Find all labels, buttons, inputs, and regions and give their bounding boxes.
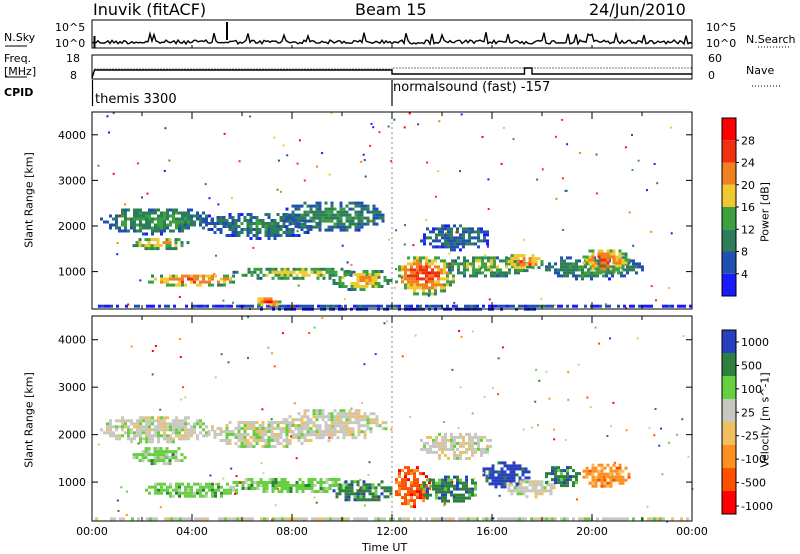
freq-tick-bottom: 8 (70, 69, 77, 82)
power-heatmap-cells (97, 112, 692, 311)
freq-label: Freq. (4, 52, 32, 65)
velocity-colorbar-tick-label: 100 (741, 383, 762, 396)
x-tick-label: 00:00 (676, 525, 708, 538)
freq-panel-frame (91, 54, 693, 80)
nsearch-tick-top: 10^5 (706, 21, 737, 34)
velocity-colorbar-tick-label: -25 (741, 430, 759, 443)
power-colorbar-band (722, 162, 736, 185)
y-tick-label: 1000 (58, 266, 86, 279)
station-title: Inuvik (fitACF) (93, 0, 207, 19)
power-colorbar-tick-label: 24 (741, 157, 755, 170)
velocity-colorbar-band (722, 353, 736, 376)
nave-label: Nave (746, 64, 775, 77)
power-colorbar-band (722, 273, 736, 296)
x-tick-label: 16:00 (476, 525, 508, 538)
nsky-label: N.Sky (4, 31, 36, 44)
velocity-heatmap-cells (95, 316, 694, 523)
velocity-colorbar-band (722, 491, 736, 514)
power-colorbar-band (722, 229, 736, 252)
nave-series (94, 67, 692, 70)
power-colorbar-band (722, 118, 736, 141)
nsky-tick-bottom: 10^0 (55, 37, 86, 50)
x-tick-label: 08:00 (276, 525, 308, 538)
time-axis-label: Time UT (362, 541, 408, 554)
y-tick-label: 2000 (58, 429, 86, 442)
y-tick-label: 1000 (58, 476, 86, 489)
cpid-label: CPID (4, 86, 34, 99)
x-tick-label: 00:00 (76, 525, 108, 538)
velocity-colorbar-tick-label: -100 (741, 453, 766, 466)
velocity-colorbar-band (722, 468, 736, 491)
freq-tick-top: 18 (66, 52, 80, 65)
nsky-series (91, 30, 693, 46)
y-tick-label: 4000 (58, 334, 86, 347)
velocity-colorbar-band (722, 399, 736, 422)
power-colorbar-tick-label: 28 (741, 134, 755, 147)
velocity-colorbar-tick-label: -500 (741, 477, 766, 490)
nsky-tick-top: 10^5 (55, 21, 86, 34)
x-tick-label: 12:00 (376, 525, 408, 538)
velocity-colorbar-tick-label: 500 (741, 359, 762, 372)
freq-series (91, 67, 692, 79)
nave-tick-top: 60 (708, 52, 722, 65)
cpid-segment-1: themis 3300 (95, 92, 177, 107)
velocity-colorbar-tick-label: -1000 (741, 500, 773, 513)
velocity-colorbar-tick-label: 25 (741, 406, 755, 419)
velocity-colorbar-band (722, 376, 736, 399)
x-tick-label: 04:00 (176, 525, 208, 538)
nsearch-label: N.Search (746, 33, 796, 46)
nave-tick-bottom: 0 (708, 69, 715, 82)
freq-unit: [MHz] (4, 65, 37, 78)
power-colorbar-band (722, 140, 736, 163)
beam-title: Beam 15 (355, 0, 427, 19)
y-tick-label: 3000 (58, 381, 86, 394)
y-tick-label: 3000 (58, 174, 86, 187)
velocity-colorbar-band (722, 330, 736, 353)
velocity-colorbar-tick-label: 1000 (741, 336, 769, 349)
date-title: 24/Jun/2010 (589, 0, 686, 19)
power-colorbar-tick-label: 4 (741, 268, 748, 281)
power-colorbar-tick-label: 20 (741, 179, 755, 192)
cpid-segment-2: normalsound (fast) -157 (393, 80, 551, 95)
y-tick-label: 4000 (58, 129, 86, 142)
y-tick-label: 2000 (58, 220, 86, 233)
power-colorbar-band (722, 207, 736, 230)
velocity-colorbar-band (722, 445, 736, 468)
velocity-colorbar-frame (721, 329, 737, 515)
power-colorbar-tick-label: 8 (741, 246, 748, 259)
power-colorbar-band (722, 184, 736, 207)
power-colorbar-band (722, 251, 736, 274)
power-colorbar-tick-label: 16 (741, 201, 755, 214)
nsearch-tick-bottom: 10^0 (706, 37, 737, 50)
velocity-colorbar-band (722, 422, 736, 445)
x-tick-label: 20:00 (576, 525, 608, 538)
power-colorbar-tick-label: 12 (741, 223, 755, 236)
